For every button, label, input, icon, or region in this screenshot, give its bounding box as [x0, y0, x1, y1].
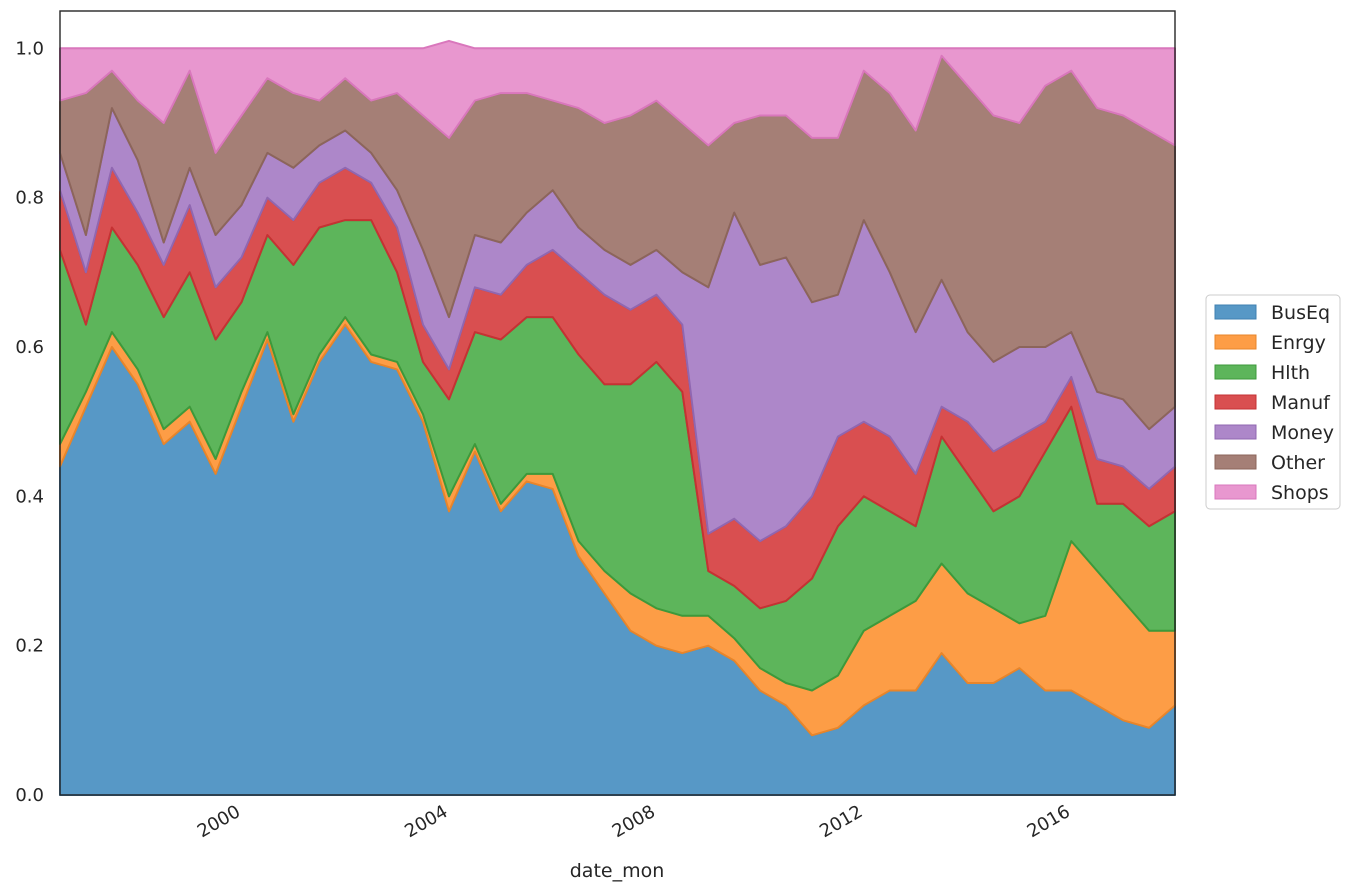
legend-label-money: Money	[1271, 422, 1334, 444]
x-tick-label: 2012	[816, 801, 866, 842]
legend-swatch-buseq	[1214, 304, 1257, 320]
legend-swatch-other	[1214, 454, 1257, 470]
legend-label-enrgy: Enrgy	[1271, 332, 1326, 354]
x-axis-label: date_mon	[570, 860, 665, 882]
x-tick-label: 2004	[401, 801, 451, 842]
y-tick-label: 0.2	[15, 636, 44, 657]
y-tick-label: 0.4	[15, 486, 44, 507]
y-tick-label: 1.0	[15, 38, 44, 59]
legend-swatch-money	[1214, 424, 1257, 440]
legend-swatch-enrgy	[1214, 334, 1257, 350]
y-tick-label: 0.0	[15, 785, 44, 806]
y-axis: 0.0 0.2 0.4 0.6 0.8 1.0	[15, 38, 44, 806]
y-tick-label: 0.8	[15, 188, 44, 209]
legend-label-buseq: BusEq	[1271, 302, 1330, 324]
legend-label-shops: Shops	[1271, 482, 1329, 504]
x-tick-label: 2016	[1024, 801, 1074, 842]
series-areas	[59, 39, 1176, 796]
x-tick-label: 2000	[194, 801, 244, 842]
plot-frame	[59, 10, 1176, 796]
legend-swatch-shops	[1214, 484, 1257, 500]
legend-swatch-hlth	[1214, 364, 1257, 380]
x-axis: 2000 2004 2008 2012 2016	[194, 801, 1074, 842]
legend: BusEq Enrgy Hlth Manuf Money Other Shops	[1205, 294, 1341, 510]
legend-label-manuf: Manuf	[1271, 392, 1331, 414]
legend-label-other: Other	[1271, 452, 1325, 474]
x-tick-label: 2008	[609, 801, 659, 842]
y-tick-label: 0.6	[15, 337, 44, 358]
legend-swatch-manuf	[1214, 394, 1257, 410]
legend-label-hlth: Hlth	[1271, 362, 1310, 384]
